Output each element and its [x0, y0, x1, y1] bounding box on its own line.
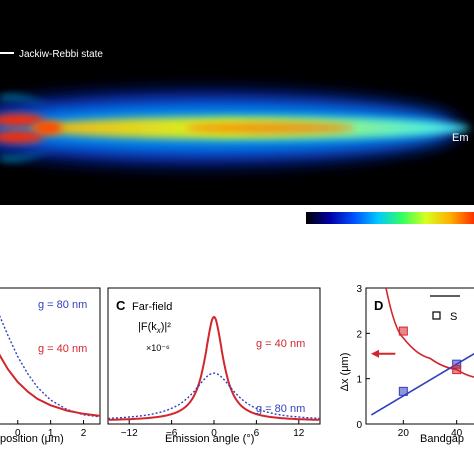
legend-square-marker — [432, 311, 441, 320]
side-label: Em — [452, 132, 469, 144]
panel-c-multiplier: ×10⁻⁶ — [146, 343, 170, 353]
panel-b-xlabel: position (μm) — [0, 433, 64, 445]
colorbar-min-label: 0 — [288, 214, 294, 225]
panel-c-xtick-label: 6 — [254, 428, 260, 439]
panel-b-series-0 — [0, 314, 101, 418]
panel-d-xlabel: Bandgap — [420, 433, 464, 445]
panel-d-ytick-label: 0 — [356, 420, 362, 431]
panel-c-curve-label: g = 80 nm — [256, 403, 305, 415]
beam-upper-lobe — [0, 94, 70, 112]
beam-hot-spot — [185, 122, 355, 134]
panel-c-xtick-label: 0 — [211, 428, 217, 439]
panel-d: D Δx (μm) S 0 1 2 3 20 40 Bandgap — [339, 284, 474, 445]
panel-c-title: Far-field — [132, 301, 172, 313]
legend-label: S — [450, 311, 457, 323]
colorbar-label: Field intensity |Ey|² — [332, 232, 415, 245]
panel-c-xtick-label: −6 — [166, 428, 178, 439]
panel-b: 0 1 2 g = 80 nm g = 40 nm position (μm) — [0, 287, 101, 445]
panel-c-formula: |F(kx)|² — [138, 321, 171, 335]
panel-b-frame — [0, 287, 101, 425]
panel-c-series-0 — [108, 315, 320, 421]
panel-d-line-0 — [385, 287, 474, 378]
panel-c-series-1 — [108, 372, 320, 420]
scale-bar — [0, 214, 71, 220]
panel-b-curve-label: g = 40 nm — [38, 343, 87, 355]
scale-bar-label: 5 μm — [0, 230, 22, 241]
panel-b-xtick-label: 2 — [81, 428, 87, 439]
panel-d-marker — [398, 386, 408, 396]
field-map-panel: Jackiw-Rebbi state Em 5 μm 0 Field inten… — [0, 0, 474, 245]
panel-b-curve-label: g = 80 nm — [38, 299, 87, 311]
panel-d-ytick-label: 2 — [356, 329, 362, 340]
colorbar — [306, 212, 474, 224]
source-upper-lobe — [0, 114, 44, 126]
beam-lower-lobe — [0, 144, 70, 162]
panel-d-marker — [452, 365, 462, 375]
panel-d-xtick-label: 20 — [398, 428, 410, 439]
panel-c-letter: C — [116, 298, 126, 313]
panel-b-series-1 — [0, 353, 101, 417]
panel-d-xtick-label: 40 — [451, 428, 463, 439]
panel-d-letter: D — [374, 298, 383, 313]
panel-d-ylabel: Δx (μm) — [339, 353, 351, 392]
panel-b-xtick-label: 1 — [48, 428, 54, 439]
panel-c-xtick-label: 12 — [293, 428, 305, 439]
source-knot — [34, 121, 62, 135]
state-label: Jackiw-Rebbi state — [19, 49, 103, 60]
panel-d-arrow-head — [371, 349, 379, 358]
panel-d-ytick-label: 1 — [356, 375, 362, 386]
panel-c-xtick-label: −12 — [121, 428, 138, 439]
panel-c: C Far-field |F(kx)|² ×10⁻⁶ −12 −6 0 6 12 g = … — [107, 287, 321, 445]
panel-d-frame — [365, 287, 474, 425]
panel-d-marker — [398, 326, 408, 336]
source-lower-lobe — [0, 131, 44, 143]
panel-c-xlabel: Emission angle (°) — [165, 433, 254, 445]
panel-c-curve-label: g = 40 nm — [256, 338, 305, 350]
panel-d-ytick-label: 3 — [356, 284, 362, 295]
panel-b-xtick-label: 0 — [15, 428, 21, 439]
